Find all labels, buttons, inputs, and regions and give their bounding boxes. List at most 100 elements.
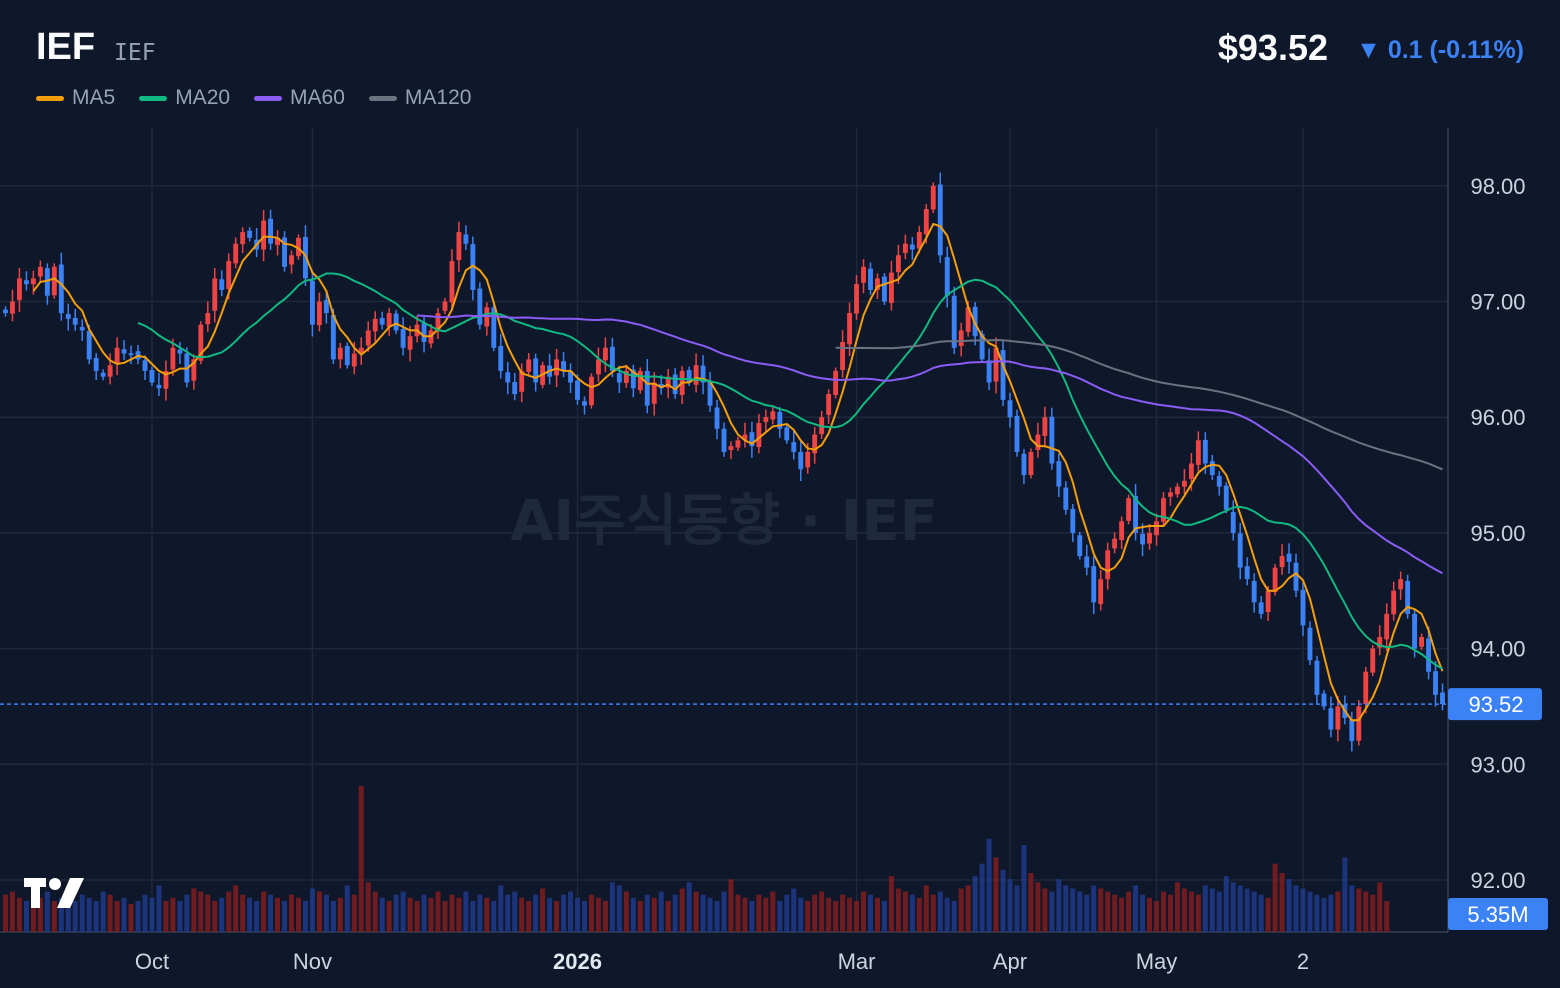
volume-bar (1098, 888, 1104, 932)
candle-body (1105, 550, 1111, 580)
candle-body (261, 220, 267, 250)
candle-body (1356, 706, 1362, 741)
volume-bar (784, 894, 790, 932)
volume-bar (58, 897, 64, 932)
candle-body (1042, 417, 1048, 436)
candle-body (582, 401, 587, 406)
volume-bar (149, 897, 155, 932)
candle-body (930, 185, 936, 210)
candle-body (358, 347, 364, 354)
candle-body (602, 347, 608, 361)
volume-bar (826, 897, 832, 932)
volume-bar (1056, 879, 1062, 932)
legend-label: MA20 (175, 86, 231, 109)
candle-body (100, 372, 106, 377)
volume-bar (861, 891, 867, 932)
candle-body (163, 370, 169, 389)
candle-body (268, 218, 274, 244)
candle-body (275, 237, 280, 246)
volume-bar (449, 894, 455, 932)
candle-body (386, 313, 392, 327)
candle-body (1426, 638, 1432, 672)
candle-body (1237, 533, 1243, 568)
candle-body (72, 317, 78, 325)
legend-ma5[interactable]: MA5 (36, 86, 115, 110)
volume-bar (135, 900, 141, 932)
candle-body (693, 365, 699, 385)
candle-body (330, 314, 336, 360)
volume-bar (840, 894, 846, 932)
volume-bar (1063, 885, 1069, 932)
candle-body (589, 376, 594, 406)
volume-bar (1251, 891, 1257, 932)
volume-bar (1119, 897, 1125, 932)
candle-body (868, 268, 873, 290)
volume-bar (275, 897, 281, 932)
volume-bar (456, 897, 462, 932)
candle-body (10, 301, 15, 314)
volume-bar (1014, 885, 1020, 932)
candle-body (1181, 480, 1187, 487)
volume-bar (637, 900, 643, 932)
candle-body (1391, 590, 1397, 615)
volume-bar (316, 891, 322, 932)
candle-body (595, 359, 601, 375)
candle-body (882, 276, 887, 302)
volume-bar (351, 894, 357, 932)
candle-body (1244, 566, 1250, 580)
volume-bar (37, 897, 43, 932)
last-price-label: 93.52 (1468, 692, 1523, 717)
legend-ma60[interactable]: MA60 (254, 86, 345, 110)
candle-body (1035, 434, 1041, 451)
volume-bar (261, 891, 267, 932)
candle-body (686, 370, 692, 383)
volume-bar (16, 897, 22, 932)
candle-body (707, 381, 713, 406)
volume-bar (623, 891, 629, 932)
candle-body (1370, 648, 1376, 673)
volume-bar (93, 900, 99, 932)
ma60-line (417, 314, 1443, 575)
volume-bar (581, 900, 587, 932)
volume-bar (107, 894, 113, 932)
candle-body (721, 428, 727, 452)
candle-body (1279, 556, 1285, 568)
volume-bar (484, 897, 490, 932)
candle-body (568, 370, 573, 383)
candle-body (37, 266, 43, 277)
x-tick-label: Nov (293, 949, 332, 974)
last-volume-label: 5.35M (1467, 902, 1528, 927)
volume-bar (1181, 888, 1187, 932)
candle-body (895, 255, 901, 273)
candle-body (65, 314, 71, 319)
volume-bar (1363, 891, 1369, 932)
volume-bar (609, 882, 615, 932)
legend-ma120[interactable]: MA120 (368, 86, 471, 110)
candle-body (1307, 627, 1313, 661)
candle-body (1223, 485, 1229, 510)
volume-bar (428, 897, 434, 932)
volume-bar (895, 888, 901, 932)
candle-body (1014, 415, 1020, 452)
volume-bar (121, 897, 127, 932)
volume-bar (219, 897, 225, 932)
volume-bar (1035, 882, 1041, 932)
volume-bar (798, 897, 804, 932)
volume-bar (1091, 885, 1097, 932)
candle-body (379, 317, 385, 325)
candle-body (1314, 660, 1320, 695)
volume-bar (86, 897, 92, 932)
volume-bar (282, 900, 288, 932)
volume-bar (777, 900, 783, 932)
candle-body (1272, 567, 1278, 593)
volume-bar (700, 894, 706, 932)
volume-bar (1335, 891, 1341, 932)
volume-bar (442, 900, 448, 932)
y-tick-label: 98.00 (1470, 174, 1525, 199)
legend-ma20[interactable]: MA20 (139, 86, 230, 110)
volume-bar (602, 900, 608, 932)
candle-body (958, 330, 964, 346)
volume-bar (561, 894, 567, 932)
candle-body (442, 301, 448, 311)
